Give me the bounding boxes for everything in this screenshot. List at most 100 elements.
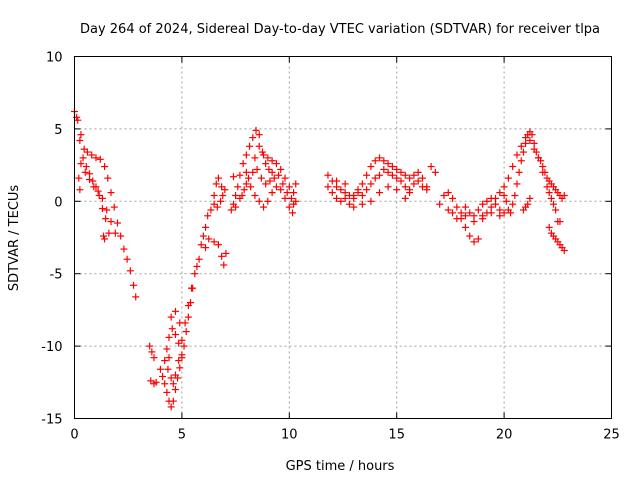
data-point — [252, 126, 260, 134]
data-point — [132, 293, 140, 301]
data-point — [161, 357, 169, 365]
data-point — [260, 151, 268, 159]
data-point — [178, 351, 186, 359]
data-point — [350, 203, 358, 211]
data-point — [126, 267, 134, 275]
data-point — [289, 209, 297, 217]
data-point — [401, 183, 409, 191]
data-point — [517, 157, 525, 165]
data-point — [171, 386, 179, 394]
data-point — [539, 168, 547, 176]
data-point — [184, 302, 192, 310]
data-point — [262, 160, 270, 168]
data-point — [530, 145, 538, 153]
data-point — [281, 194, 289, 202]
data-point — [371, 174, 379, 182]
data-point — [130, 281, 138, 289]
data-point — [444, 189, 452, 197]
data-point — [234, 183, 242, 191]
data-point — [406, 189, 414, 197]
data-point — [324, 171, 332, 179]
data-point — [423, 186, 431, 194]
data-point — [453, 215, 461, 223]
data-point — [98, 194, 106, 202]
data-point — [94, 187, 102, 195]
data-point — [427, 163, 435, 171]
data-point — [76, 136, 84, 144]
data-point — [466, 232, 474, 240]
data-point — [199, 232, 207, 240]
data-point — [277, 186, 285, 194]
data-point — [221, 186, 229, 194]
data-point — [247, 183, 255, 191]
data-point — [169, 380, 177, 388]
x-tick-label: 20 — [496, 428, 513, 443]
data-point — [195, 255, 203, 263]
data-point — [193, 262, 201, 270]
data-point — [96, 155, 104, 163]
data-point — [168, 325, 176, 333]
data-point — [492, 200, 500, 208]
data-point — [376, 154, 384, 162]
data-point — [513, 180, 521, 188]
x-tick-label: 10 — [281, 428, 298, 443]
data-point — [384, 168, 392, 176]
data-point — [358, 200, 366, 208]
x-tick-label: 0 — [70, 428, 78, 443]
data-point — [367, 197, 375, 205]
data-point — [171, 371, 179, 379]
data-point — [242, 168, 250, 176]
data-point — [363, 186, 371, 194]
data-point — [466, 209, 474, 217]
data-point — [545, 223, 553, 231]
data-point — [367, 163, 375, 171]
data-point — [175, 357, 183, 365]
data-point — [76, 186, 84, 194]
data-point — [397, 177, 405, 185]
data-point — [253, 165, 261, 173]
data-point — [341, 194, 349, 202]
data-point — [285, 203, 293, 211]
y-tick-label: 10 — [46, 51, 63, 66]
data-point — [217, 197, 225, 205]
data-point — [210, 238, 218, 246]
data-point — [333, 177, 341, 185]
data-point — [264, 197, 272, 205]
data-point — [376, 171, 384, 179]
data-point — [500, 192, 508, 200]
data-point — [167, 403, 175, 411]
data-point — [159, 373, 167, 381]
data-point — [176, 364, 184, 372]
data-point — [524, 200, 532, 208]
data-point — [500, 209, 508, 217]
data-point — [104, 174, 112, 182]
y-axis-label: SDTVAR / TECUs — [7, 185, 22, 292]
data-point — [111, 229, 119, 237]
data-point — [165, 333, 173, 341]
data-point — [502, 197, 510, 205]
data-point — [367, 180, 375, 188]
data-point — [255, 197, 263, 205]
data-point — [251, 154, 259, 162]
y-tick-label: -5 — [50, 268, 63, 283]
data-point — [496, 189, 504, 197]
data-point — [358, 192, 366, 200]
data-point — [110, 203, 118, 211]
data-point — [148, 348, 156, 356]
data-point — [363, 171, 371, 179]
data-point — [81, 168, 89, 176]
data-point — [449, 194, 457, 202]
data-point — [292, 180, 300, 188]
data-point — [552, 206, 560, 214]
data-point — [175, 339, 183, 347]
data-point — [337, 186, 345, 194]
data-point — [249, 134, 257, 142]
data-point — [218, 252, 226, 260]
data-point — [410, 180, 418, 188]
data-point — [266, 177, 274, 185]
data-point — [222, 249, 230, 257]
data-point — [98, 205, 106, 213]
data-point — [86, 176, 94, 184]
data-point — [197, 241, 205, 249]
